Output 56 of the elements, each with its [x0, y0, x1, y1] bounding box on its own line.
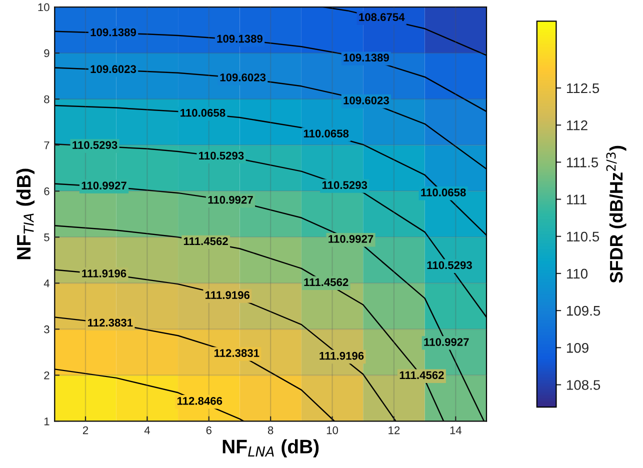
annotation: 110.0658: [421, 188, 466, 196]
y-tick-label: 4: [44, 280, 50, 288]
annotation: 110.9927: [328, 234, 374, 243]
annotation: 111.4562: [184, 237, 228, 246]
color-bar-label: 110.5: [566, 232, 600, 242]
annotation: 110.9927: [208, 196, 253, 204]
x-tick-label: 4: [144, 426, 150, 434]
annotation: 112.8466: [177, 396, 222, 405]
annotation: 110.0658: [180, 108, 226, 117]
annotation: 109.1389: [90, 28, 136, 36]
annotation: 111.9196: [320, 352, 364, 360]
x-tick-label: 2: [82, 426, 88, 434]
annotation: 112.3831: [88, 318, 133, 327]
annotation: 111.9196: [82, 270, 126, 278]
y-tick-label: 10: [38, 3, 50, 12]
annotation: 110.9927: [424, 338, 469, 346]
color-bar-label: 108.5: [566, 380, 600, 390]
y-tick-label: 3: [44, 325, 50, 334]
color-bar-label: 109: [566, 342, 588, 353]
annotation: 110.5293: [322, 181, 368, 190]
color-bar-label: 110: [566, 268, 588, 279]
x-tick-label: 10: [326, 426, 338, 434]
color-bar-label: 111: [566, 194, 586, 204]
y-tick-label: 8: [44, 95, 50, 104]
annotation: 110.0658: [304, 130, 349, 138]
color-bar-label: 109.5: [566, 306, 600, 316]
color-bar-label: 112: [566, 120, 588, 130]
annotation: 109.6023: [344, 96, 389, 104]
annotation: 110.5293: [199, 152, 244, 160]
y-tick-label: 9: [44, 49, 50, 58]
y-tick-label: 6: [44, 187, 50, 196]
x-tick-label: 8: [268, 426, 274, 434]
color-bar-title: SFDR (dB/Hz$^{2/3}$): [606, 146, 626, 283]
annotation: 109.1389: [217, 34, 262, 43]
x-tick-label: 14: [450, 426, 462, 434]
y-tick-label: 1: [44, 418, 50, 426]
annotation: 109.6023: [220, 73, 266, 82]
annotation: 111.4562: [304, 278, 348, 286]
color-bar-label: 112.5: [566, 83, 600, 94]
x-tick-label: 6: [206, 426, 212, 434]
y-tick-label: 7: [44, 141, 50, 150]
x-axis-title: NF$_{LNA}$ (dB): [222, 439, 319, 458]
annotation: 109.6023: [90, 65, 136, 74]
annotation: 110.9927: [82, 182, 126, 190]
annotation: 109.1389: [344, 54, 389, 62]
y-axis-title: NF$_{TIA}$ (dB): [16, 168, 35, 260]
annotation: 111.9196: [206, 291, 250, 300]
y-tick-label: 2: [44, 371, 50, 380]
x-tick-label: 12: [388, 426, 400, 434]
annotation: 110.5293: [427, 261, 472, 270]
annotation: 111.4562: [400, 371, 444, 380]
annotation: 110.5293: [72, 141, 118, 149]
y-tick-label: 5: [44, 234, 50, 242]
annotation: 112.3831: [214, 349, 260, 358]
color-bar-label: 111.5: [566, 158, 598, 168]
annotation: 108.6754: [359, 13, 405, 22]
